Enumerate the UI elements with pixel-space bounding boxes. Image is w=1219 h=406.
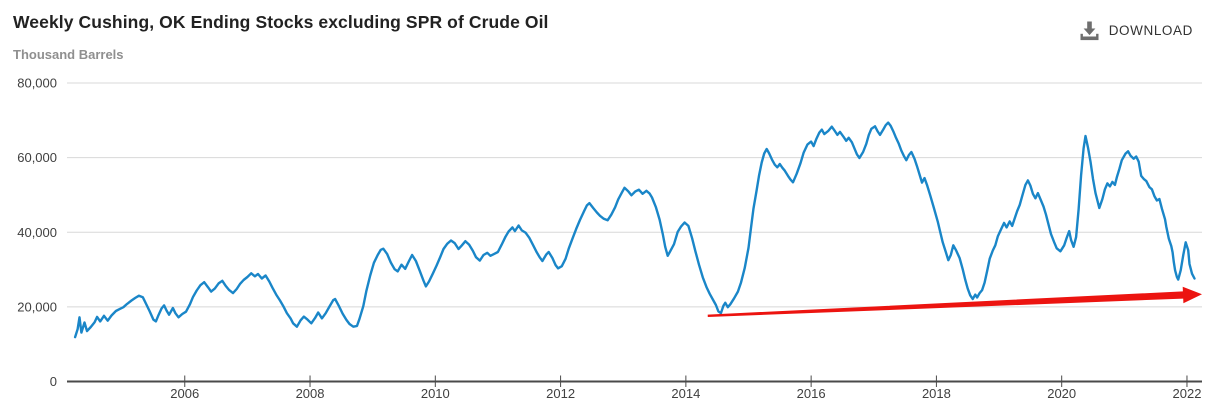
download-button[interactable]: DOWNLOAD [1077, 16, 1195, 45]
download-label: DOWNLOAD [1108, 23, 1193, 38]
download-icon [1080, 21, 1099, 41]
x-tick-label: 2018 [922, 386, 951, 401]
chart-title: Weekly Cushing, OK Ending Stocks excludi… [13, 12, 549, 32]
x-axis-labels: 2006 2008 2010 2012 2014 2016 2018 2020 2022 [170, 386, 1201, 401]
x-tick-label: 2014 [671, 386, 700, 401]
x-tick-label: 2020 [1047, 386, 1076, 401]
y-axis-labels: 0 20,000 40,000 60,000 80,000 [17, 76, 57, 390]
y-tick-label: 20,000 [17, 299, 57, 314]
x-tick-label: 2012 [546, 386, 575, 401]
stocks-series-line[interactable] [73, 121, 1196, 339]
x-tick-label: 2022 [1173, 386, 1202, 401]
y-tick-label: 80,000 [17, 76, 57, 91]
y-tick-label: 60,000 [17, 150, 57, 165]
x-axis [67, 375, 1202, 387]
trend-annotation-arrow [707, 286, 1202, 317]
gridlines [67, 82, 1202, 308]
x-tick-label: 2016 [797, 386, 826, 401]
x-tick-label: 2008 [296, 386, 325, 401]
y-axis-units-label: Thousand Barrels [13, 47, 124, 62]
y-tick-label: 40,000 [17, 225, 57, 240]
x-tick-label: 2006 [170, 386, 199, 401]
x-tick-label: 2010 [421, 386, 450, 401]
y-tick-label: 0 [50, 374, 57, 389]
